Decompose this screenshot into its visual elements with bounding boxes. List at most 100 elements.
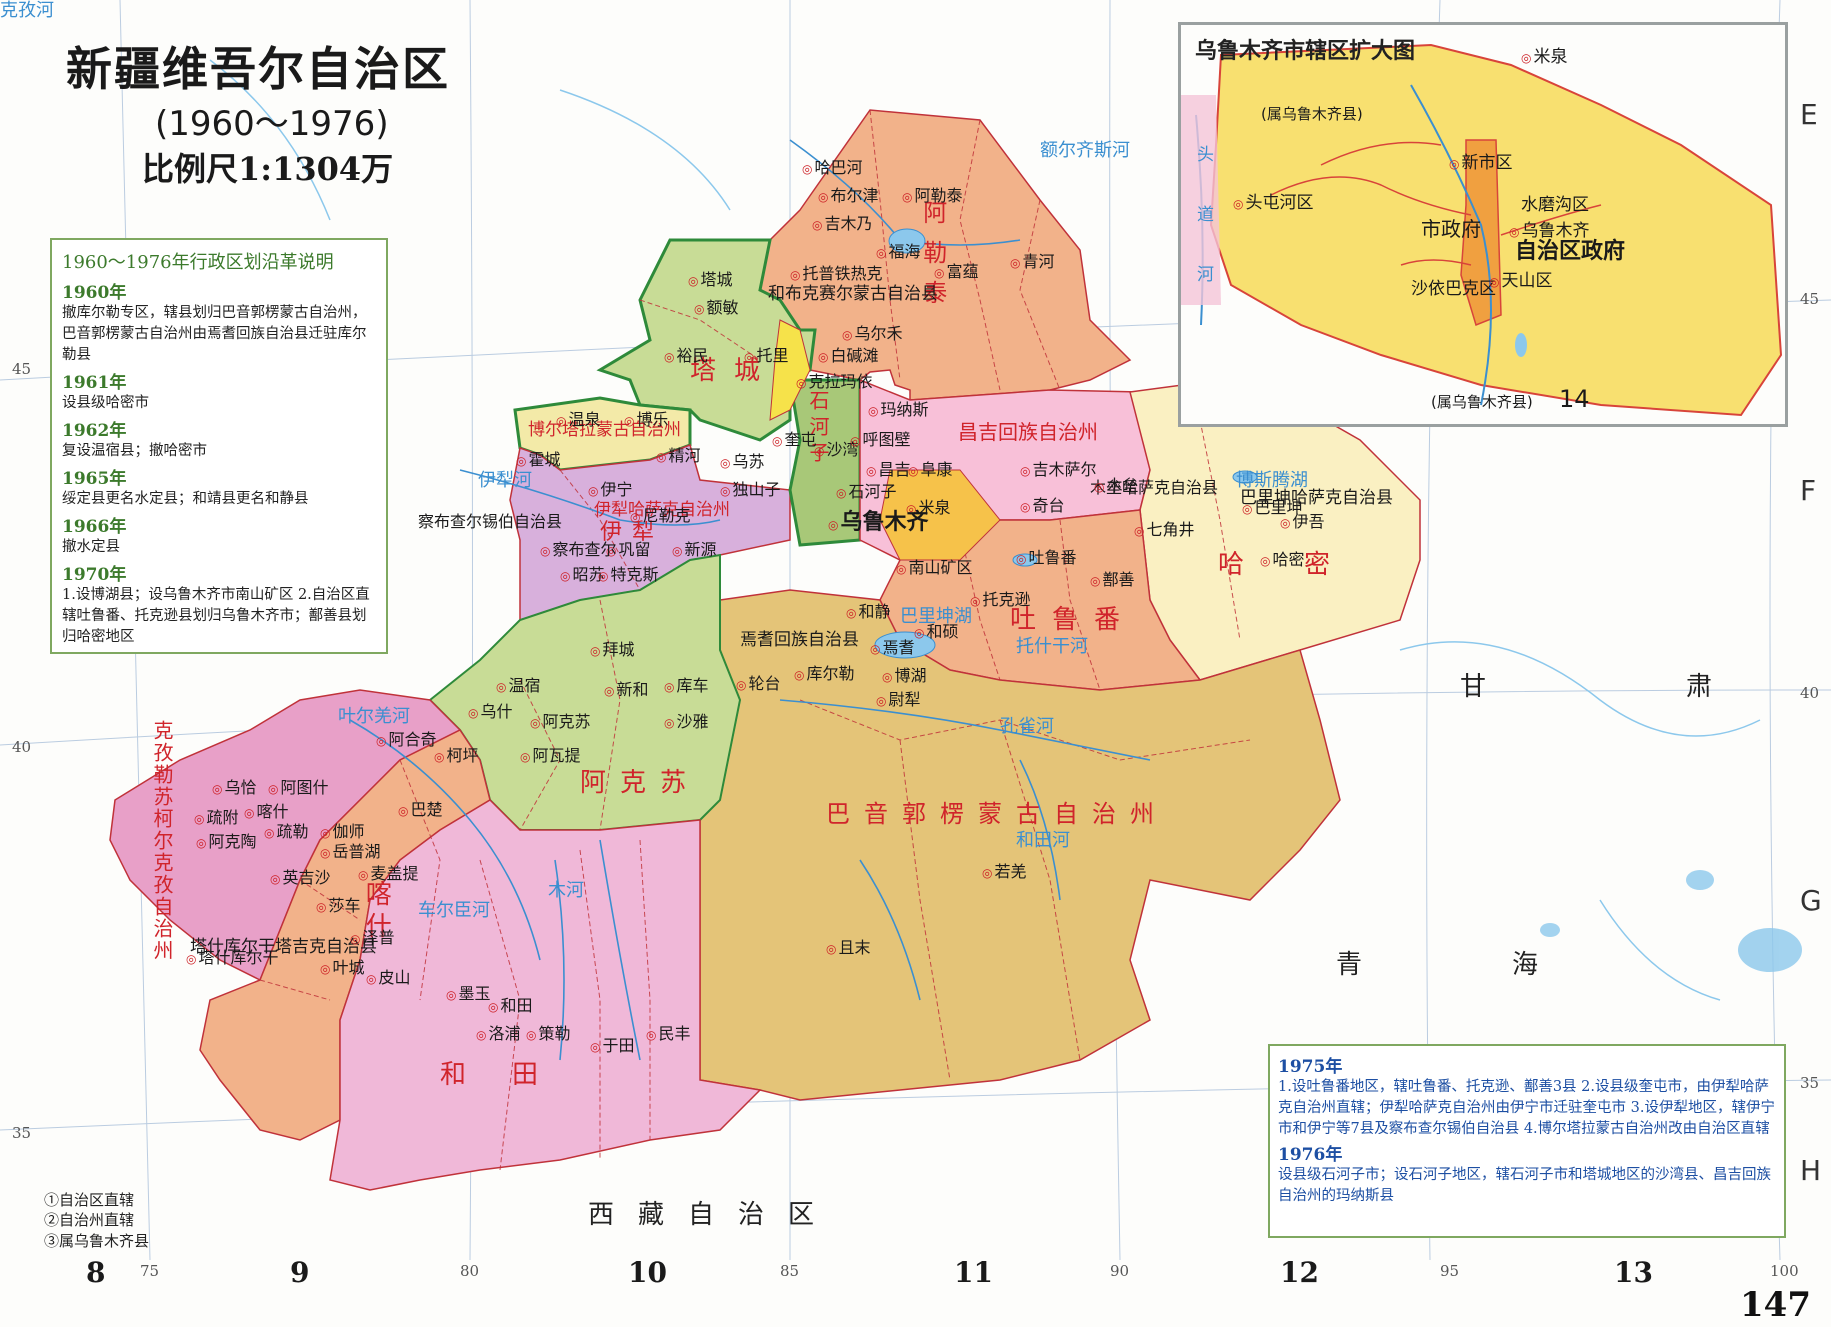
grid-column: 13 (1614, 1256, 1653, 1289)
longitude-label: 100 (1770, 1262, 1799, 1280)
city-label: 轮台 (736, 674, 780, 693)
note-text: 设县级石河子市；设石河子地区，辖石河子市和塔城地区的沙湾县、昌吉回族自治州的玛纳… (1278, 1167, 1771, 1205)
city-label: 库车 (664, 676, 708, 695)
inset-river-label: 河 (1197, 265, 1214, 285)
neighbor-label: 肃 (1686, 672, 1747, 702)
map-years: (1960～1976) (155, 104, 389, 144)
city-label: 和硕 (914, 622, 958, 641)
city-label: 尉犁 (876, 690, 920, 709)
subregion-label: 和布克赛尔蒙古自治县 (768, 284, 938, 304)
inset-district-border (1270, 141, 1602, 266)
city-label: 叶城 (320, 958, 364, 977)
external-water (1540, 870, 1802, 972)
history-year: 1966年 (62, 517, 127, 538)
city-label: 策勒 (526, 1024, 570, 1043)
subregion-label: 察布查尔锡伯自治县 (418, 512, 563, 531)
city-label: 巩留 (606, 540, 650, 559)
city-label: 托里 (744, 346, 788, 365)
city-label: 呼图壁 (850, 430, 910, 449)
city-label: 温泉 (556, 410, 600, 429)
inset-label: 自治区政府 (1515, 239, 1626, 264)
city-label: 喀什 (244, 802, 288, 821)
history-text: 1.设博湖县；设乌鲁木齐市南山矿区 2.自治区直辖吐鲁番、托克逊县划归乌鲁木齐市… (62, 587, 370, 646)
city-label: 吐鲁番 (1016, 548, 1076, 567)
city-label: 于田 (590, 1036, 634, 1055)
city-label: 奎屯 (772, 430, 816, 449)
river-label: 额尔齐斯河 (1040, 140, 1130, 161)
neighbor-label: 西藏自治区 (588, 1200, 839, 1230)
city-label: 托普铁热克 (790, 264, 882, 283)
city-label: 和静 (846, 602, 890, 621)
inset-river (1410, 84, 1492, 406)
history-entry: 1970年 1.设博湖县；设乌鲁木齐市南山矿区 2.自治区直辖吐鲁番、托克逊县划归… (62, 560, 378, 648)
city-label: 昭苏 (560, 565, 604, 584)
city-label: 阿克陶 (196, 832, 256, 851)
city-label: 塔城 (688, 270, 732, 289)
city-label: 塔什库尔干 (186, 948, 278, 967)
river-label: 托什干河 (1016, 636, 1088, 657)
city-label: 库尔勒 (794, 664, 854, 683)
city-label: 阿合奇 (376, 730, 436, 749)
city-label: 南山矿区 (896, 558, 972, 577)
inset-label: (属乌鲁木齐县) (1261, 105, 1363, 123)
notes-1975-1976: 1975年 1.设吐鲁番地区，辖吐鲁番、托克逊、鄯善3县 2.设县级奎屯市，由伊… (1268, 1044, 1786, 1238)
history-text: 绥定县更名水定县；和靖县更名和静县 (62, 491, 309, 508)
latitude-label: 45 (1800, 290, 1820, 308)
river-label: 车尔臣河 (418, 900, 490, 921)
city-label: 沙雅 (664, 712, 708, 731)
history-year: 1970年 (62, 565, 127, 586)
city-label: 若羌 (982, 862, 1026, 881)
city-label: 阿克苏 (530, 712, 590, 731)
region-hotan (329, 799, 762, 1191)
history-text: 撤库尔勒专区，辖县划归巴音郭楞蒙古自治州，巴音郭楞蒙古自治州由焉耆回族自治县迁驻… (62, 305, 367, 364)
grid-column: 9 (290, 1256, 310, 1289)
region-label: 阿克苏 (580, 768, 701, 798)
city-label: 阿瓦提 (520, 746, 580, 765)
legend-item: ①自治区直辖 (44, 1191, 135, 1209)
history-year: 1960年 (62, 283, 127, 303)
inset-label: 14 (1559, 385, 1590, 413)
city-label: 察布查尔 (540, 540, 616, 559)
map-title: 新疆维吾尔自治区 (66, 42, 450, 96)
river-label: 和田河 (1016, 830, 1070, 851)
history-text: 设县级哈密市 (62, 395, 149, 412)
grid-row: F (1800, 474, 1817, 507)
city-label: 岳普湖 (320, 842, 380, 861)
longitude-label: 95 (1440, 1262, 1460, 1280)
city-label: 乌鲁木齐 (828, 510, 928, 536)
legend-item: ②自治州直辖 (44, 1211, 135, 1230)
latitude-label: 40 (1800, 684, 1820, 702)
river-label: 伊犁河 (478, 470, 532, 491)
city-label: 石河子 (836, 482, 896, 501)
city-label: 白碱滩 (818, 346, 878, 365)
city-label: 麦盖提 (358, 864, 418, 883)
river-label: 木河 (548, 880, 584, 901)
city-label: 阜康 (908, 460, 952, 479)
subregion-label: 昌吉回族自治州 (958, 420, 1098, 444)
city-label: 奇台 (1020, 496, 1064, 515)
history-entry: 1960年 撤库尔勒专区，辖县划归巴音郭楞蒙古自治州，巴音郭楞蒙古自治州由焉耆回族… (62, 278, 378, 366)
inset-label: 新市区 (1449, 153, 1512, 173)
city-label: 乌恰 (212, 778, 256, 797)
latitude-label: 35 (1800, 1074, 1820, 1092)
city-label: 温宿 (496, 676, 540, 695)
city-label: 且末 (826, 938, 870, 957)
city-label: 疏附 (194, 808, 238, 827)
city-label: 泽普 (350, 928, 394, 947)
history-entry: 1965年 绥定县更名水定县；和靖县更名和静县 (62, 464, 378, 510)
region-tacheng (596, 238, 817, 442)
history-year: 1962年 (62, 421, 127, 442)
grid-column: 11 (954, 1256, 993, 1289)
city-label: 乌尔禾 (842, 324, 902, 343)
inset-title: 乌鲁木齐市辖区扩大图 (1195, 39, 1416, 64)
city-label: 精河 (656, 446, 700, 465)
city-label: 拜城 (590, 640, 634, 659)
city-label: 福海 (876, 242, 920, 261)
river-label: 博斯腾湖 (1236, 470, 1308, 491)
neighbor-label: 海 (1512, 950, 1573, 980)
city-label: 裕民 (664, 346, 708, 365)
grid-column: 10 (628, 1256, 667, 1289)
river-label: 克孜河 (0, 0, 54, 21)
city-label: 托克逊 (970, 590, 1030, 609)
river-label: 叶尔羌河 (338, 706, 410, 727)
